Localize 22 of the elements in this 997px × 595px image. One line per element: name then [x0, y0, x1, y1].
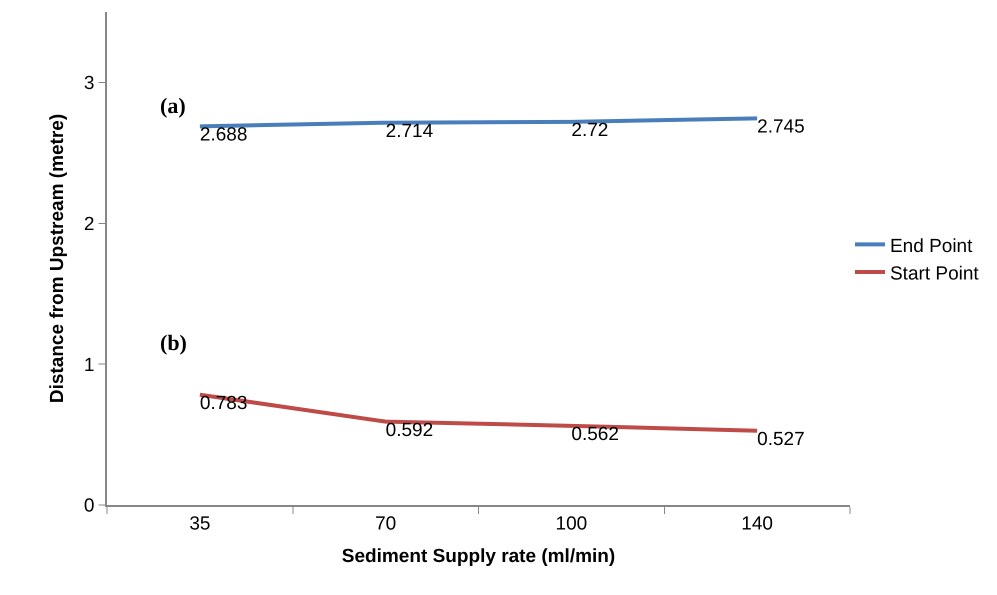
data-label: 0.562: [571, 424, 619, 446]
x-tick-label: 70: [375, 514, 396, 535]
y-tick-label: 3: [84, 73, 94, 94]
x-axis-title: Sediment Supply rate (ml/min): [342, 546, 616, 567]
data-label: 2.745: [757, 116, 805, 138]
data-label: 0.527: [757, 429, 805, 450]
y-axis-title: Distance from Upstream (metre): [47, 114, 68, 404]
data-label: 2.714: [386, 120, 434, 142]
annotation: (b): [160, 330, 187, 355]
x-tick-label: 100: [556, 514, 588, 535]
x-tick-label: 35: [189, 514, 210, 535]
data-label: 0.592: [386, 420, 434, 441]
y-tick-label: 0: [84, 496, 94, 517]
data-label: 2.72: [571, 120, 608, 142]
legend-label: End Point: [890, 236, 974, 257]
y-tick-label: 1: [84, 354, 94, 376]
x-tick-label: 140: [741, 514, 773, 535]
data-label: 2.688: [200, 124, 248, 146]
data-label: 0.783: [200, 392, 248, 414]
annotation: (a): [160, 93, 186, 118]
y-tick-label: 2: [84, 214, 94, 235]
legend-label: Start Point: [890, 263, 980, 284]
